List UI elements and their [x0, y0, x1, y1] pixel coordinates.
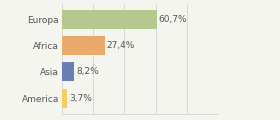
Text: 8,2%: 8,2% [76, 67, 99, 76]
Bar [62, 89, 67, 108]
Text: 60,7%: 60,7% [158, 15, 187, 24]
Bar [62, 10, 157, 29]
Text: 3,7%: 3,7% [69, 94, 92, 103]
Bar [62, 36, 104, 55]
Text: 27,4%: 27,4% [106, 41, 134, 50]
Bar [62, 63, 74, 81]
